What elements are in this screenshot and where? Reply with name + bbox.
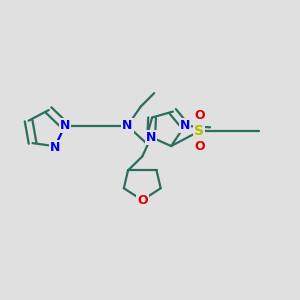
Text: O: O [195,140,205,153]
Text: N: N [50,141,60,154]
Text: N: N [180,119,190,132]
Text: O: O [195,109,205,122]
Text: N: N [146,130,156,144]
Text: N: N [60,119,70,132]
Text: O: O [137,194,148,207]
Text: N: N [122,119,133,132]
Text: S: S [194,124,204,138]
